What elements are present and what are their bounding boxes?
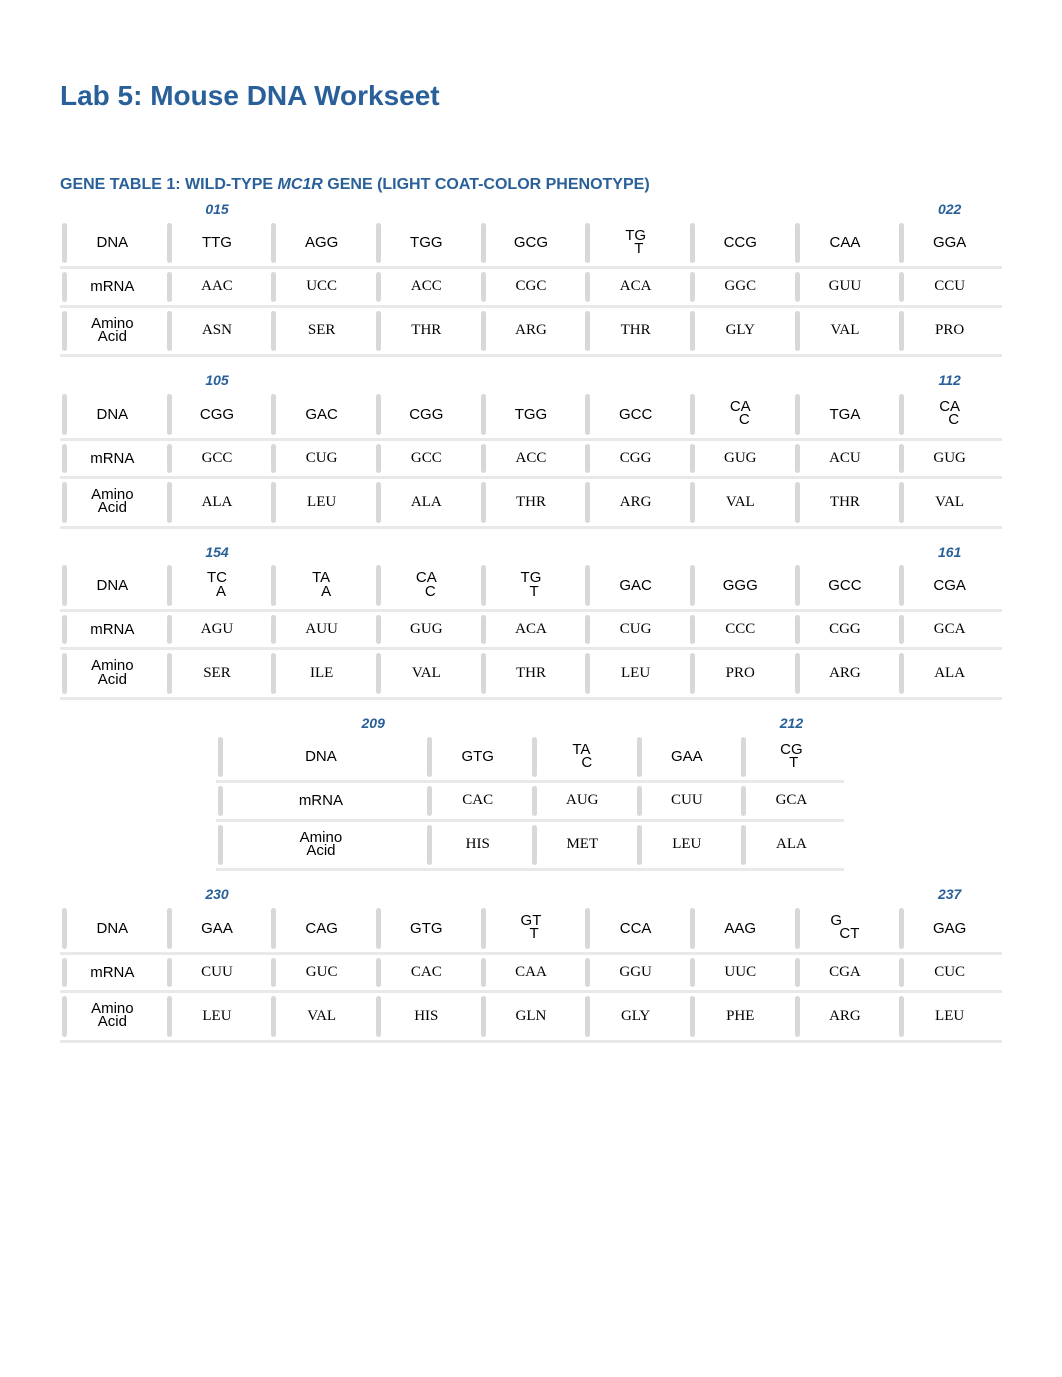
aa-row: AminoAcidSERILEVALTHRLEUPROARGALA bbox=[60, 649, 1002, 699]
section-heading-pre: GENE TABLE 1: WILD-TYPE bbox=[60, 176, 277, 193]
codon-table: DNATCATAACACTGTGACGGGGCCCGAmRNAAGUAUUGUG… bbox=[60, 562, 1002, 700]
position-label bbox=[374, 885, 479, 905]
mrna-row: mRNACACAUGCUUGCA bbox=[216, 782, 843, 820]
aa-row: AminoAcidHISMETLEUALA bbox=[216, 820, 843, 870]
page-title: Lab 5: Mouse DNA Workseet bbox=[60, 80, 1002, 112]
aa-row: AminoAcidLEUVALHISGLNGLYPHEARGLEU bbox=[60, 991, 1002, 1041]
position-label bbox=[793, 200, 898, 220]
position-label: 237 bbox=[897, 885, 1002, 905]
row-label: DNA bbox=[60, 562, 165, 610]
position-label bbox=[374, 371, 479, 391]
mrna-row: mRNAAGUAUUGUGACACUGCCCCGGGCA bbox=[60, 611, 1002, 649]
position-label bbox=[479, 200, 584, 220]
position-label bbox=[793, 885, 898, 905]
mrna-row: mRNAAACUCCACCCGCACAGGCGUUCCU bbox=[60, 268, 1002, 306]
row-label: mRNA bbox=[60, 268, 165, 306]
section-heading-gene: MC1R bbox=[277, 176, 322, 193]
row-label: DNA bbox=[60, 391, 165, 439]
dna-row: DNACGGGACCGGTGGGCCCACTGACAC bbox=[60, 391, 1002, 439]
position-label: 230 bbox=[165, 885, 270, 905]
position-label bbox=[60, 885, 165, 905]
position-label bbox=[688, 200, 793, 220]
gene-table-container: 015 022DNATTGAGGTGGGCGTGTCCGCAAGGAmRNAAAC… bbox=[60, 200, 1002, 1043]
section-heading: GENE TABLE 1: WILD-TYPE MC1R GENE (LIGHT… bbox=[60, 176, 1002, 194]
position-row: 230 237 bbox=[60, 885, 1002, 905]
position-label bbox=[583, 543, 688, 563]
gene-table-block: 230 237DNAGAACAGGTGGTTCCAAAGGCTGAGmRNACUU… bbox=[60, 885, 1002, 1042]
row-label: AminoAcid bbox=[60, 649, 165, 699]
position-label bbox=[479, 885, 584, 905]
gene-table-block: 154 161DNATCATAACACTGTGACGGGGCCCGAmRNAAGU… bbox=[60, 543, 1002, 700]
position-label bbox=[688, 371, 793, 391]
position-label: 022 bbox=[897, 200, 1002, 220]
position-label bbox=[688, 885, 793, 905]
dna-row: DNATTGAGGTGGGCGTGTCCGCAAGGA bbox=[60, 220, 1002, 268]
codon-table: DNAGAACAGGTGGTTCCAAAGGCTGAGmRNACUUGUCCAC… bbox=[60, 905, 1002, 1043]
row-label: AminoAcid bbox=[216, 820, 425, 870]
position-label: 154 bbox=[165, 543, 270, 563]
position-label bbox=[269, 200, 374, 220]
position-label bbox=[425, 714, 530, 734]
position-label: 209 bbox=[321, 714, 426, 734]
codon-table: DNATTGAGGTGGGCGTGTCCGCAAGGAmRNAAACUCCACC… bbox=[60, 220, 1002, 358]
position-label bbox=[60, 371, 165, 391]
aa-row: AminoAcidALALEUALATHRARGVALTHRVAL bbox=[60, 477, 1002, 527]
row-label: mRNA bbox=[60, 439, 165, 477]
position-label bbox=[530, 714, 635, 734]
position-label bbox=[583, 371, 688, 391]
codon-table: DNAGTGTACGAACGTmRNACACAUGCUUGCAAminoAcid… bbox=[216, 734, 843, 872]
position-label bbox=[793, 543, 898, 563]
position-label: 112 bbox=[897, 371, 1002, 391]
row-label: DNA bbox=[216, 734, 425, 782]
row-label: AminoAcid bbox=[60, 477, 165, 527]
position-label bbox=[688, 543, 793, 563]
position-label: 161 bbox=[897, 543, 1002, 563]
mrna-row: mRNACUUGUCCACCAAGGUUUCCGACUC bbox=[60, 953, 1002, 991]
row-label: DNA bbox=[60, 905, 165, 953]
position-label bbox=[793, 371, 898, 391]
gene-table-block: 015 022DNATTGAGGTGGGCGTGTCCGCAAGGAmRNAAAC… bbox=[60, 200, 1002, 357]
mrna-row: mRNAGCCCUGGCCACCCGGGUGACUGUG bbox=[60, 439, 1002, 477]
position-label bbox=[374, 543, 479, 563]
position-label bbox=[60, 200, 165, 220]
row-label: mRNA bbox=[216, 782, 425, 820]
position-row: 015 022 bbox=[60, 200, 1002, 220]
row-label: AminoAcid bbox=[60, 306, 165, 356]
dna-row: DNATCATAACACTGTGACGGGGCCCGA bbox=[60, 562, 1002, 610]
gene-table-block: 209 212DNAGTGTACGAACGTmRNACACAUGCUUGCAAmi… bbox=[60, 714, 1002, 871]
gene-table-block: 105 112DNACGGGACCGGTGGGCCCACTGACACmRNAGCC… bbox=[60, 371, 1002, 528]
position-label: 212 bbox=[739, 714, 844, 734]
dna-row: DNAGTGTACGAACGT bbox=[216, 734, 843, 782]
row-label: DNA bbox=[60, 220, 165, 268]
position-row: 154 161 bbox=[60, 543, 1002, 563]
position-label: 015 bbox=[165, 200, 270, 220]
row-label: mRNA bbox=[60, 953, 165, 991]
position-label bbox=[269, 371, 374, 391]
position-label bbox=[60, 543, 165, 563]
row-label: AminoAcid bbox=[60, 991, 165, 1041]
position-label bbox=[269, 885, 374, 905]
position-label bbox=[479, 543, 584, 563]
codon-table: DNACGGGACCGGTGGGCCCACTGACACmRNAGCCCUGGCC… bbox=[60, 391, 1002, 529]
position-row: 209 212 bbox=[216, 714, 843, 734]
position-label bbox=[583, 885, 688, 905]
position-label bbox=[583, 200, 688, 220]
position-label bbox=[269, 543, 374, 563]
row-label: mRNA bbox=[60, 611, 165, 649]
position-label bbox=[479, 371, 584, 391]
position-label bbox=[374, 200, 479, 220]
dna-row: DNAGAACAGGTGGTTCCAAAGGCTGAG bbox=[60, 905, 1002, 953]
section-heading-post: GENE (LIGHT COAT-COLOR PHENOTYPE) bbox=[323, 176, 650, 193]
position-label bbox=[635, 714, 740, 734]
position-label bbox=[216, 714, 321, 734]
position-row: 105 112 bbox=[60, 371, 1002, 391]
aa-row: AminoAcidASNSERTHRARGTHRGLYVALPRO bbox=[60, 306, 1002, 356]
position-label: 105 bbox=[165, 371, 270, 391]
